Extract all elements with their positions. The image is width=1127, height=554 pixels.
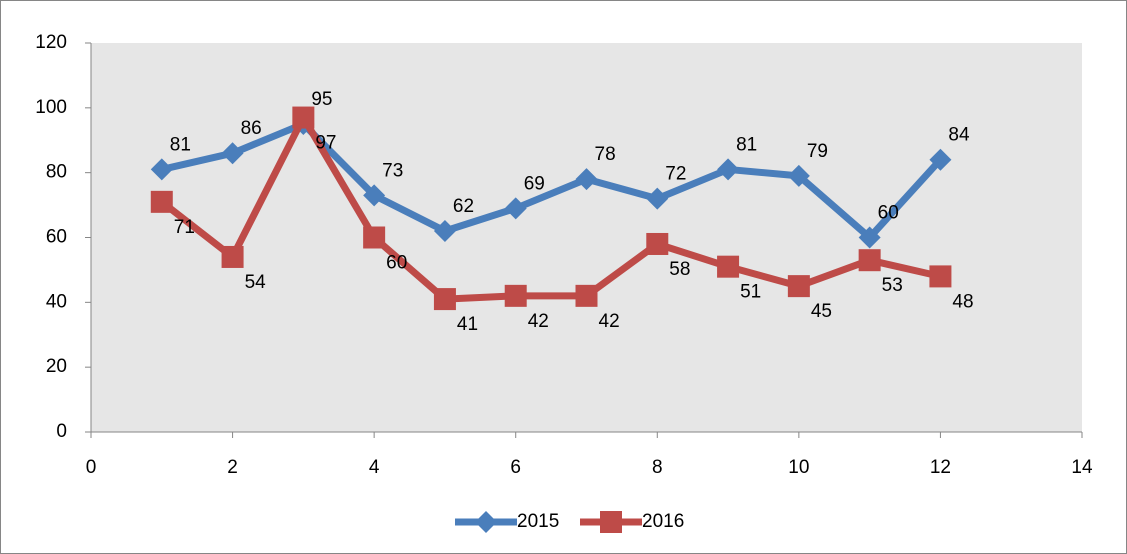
data-label: 72 [665,164,686,185]
marker [150,190,173,213]
marker [929,265,952,288]
marker [221,245,244,268]
x-tick-label: 2 [227,457,238,478]
data-label: 73 [382,160,403,181]
y-tick-label: 100 [35,97,67,118]
x-tick-label: 14 [1071,457,1093,478]
marker [475,511,497,533]
data-label: 42 [599,311,620,332]
x-tick-label: 6 [510,457,521,478]
data-label: 84 [948,125,970,146]
data-label: 78 [595,144,616,165]
data-label: 95 [311,89,332,110]
data-label: 86 [241,118,262,139]
marker [787,275,810,298]
marker [787,164,810,187]
x-tick-label: 0 [86,457,97,478]
y-tick-label: 0 [56,421,67,442]
marker [504,197,527,220]
series-line [159,114,942,303]
data-label: 60 [878,203,899,224]
data-label: 54 [245,272,267,293]
data-label: 97 [315,133,336,154]
series-line [161,120,944,241]
data-label: 45 [811,301,832,322]
data-label: 41 [457,314,478,335]
marker [292,106,315,129]
data-label: 71 [174,217,195,238]
marker [858,226,881,249]
data-label: 58 [669,259,690,280]
marker [221,142,244,165]
data-label: 79 [807,141,828,162]
data-label: 62 [453,196,474,217]
marker [858,249,881,272]
data-label: 69 [524,173,545,194]
marker [646,187,669,210]
marker [150,158,173,181]
marker [717,158,740,181]
marker [646,232,669,255]
marker [575,168,598,191]
marker [600,511,622,533]
data-label: 60 [386,253,407,274]
plot-area [91,43,1082,432]
marker [433,220,456,243]
marker [363,226,386,249]
x-tick-label: 12 [930,457,951,478]
data-label: 81 [736,134,757,155]
data-label: 48 [952,291,973,312]
marker [717,255,740,278]
marker [363,184,386,207]
data-label: 51 [740,282,761,303]
legend-label: 2015 [517,511,559,532]
x-tick-label: 10 [788,457,809,478]
y-tick-label: 40 [46,291,67,312]
x-tick-label: 8 [652,457,663,478]
y-tick-label: 20 [46,356,67,377]
y-tick-label: 120 [35,32,67,53]
x-tick-label: 4 [369,457,380,478]
marker [433,288,456,311]
y-tick-label: 60 [46,227,67,248]
data-label: 42 [528,311,549,332]
legend-label: 2016 [642,511,684,532]
marker [504,284,527,307]
marker [575,284,598,307]
data-label: 81 [170,134,191,155]
data-label: 53 [882,275,903,296]
marker [929,148,952,171]
y-tick-label: 80 [46,162,67,183]
